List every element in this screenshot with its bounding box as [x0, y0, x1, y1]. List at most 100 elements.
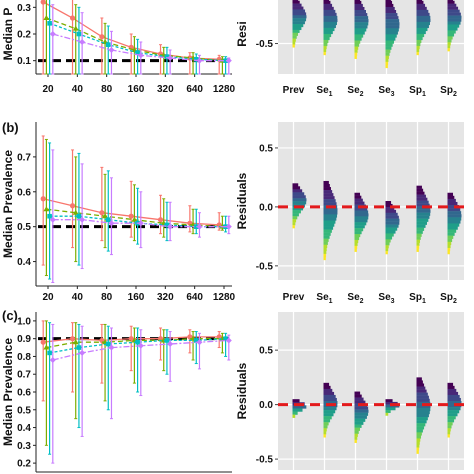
y-tick-label: 0.5: [259, 346, 273, 357]
violin-slice: [447, 15, 462, 19]
y-tick-label: 0.0: [259, 202, 273, 213]
data-point: [40, 0, 46, 5]
y-tick-label: 0.3: [17, 441, 31, 452]
violin-slice: [354, 245, 358, 249]
violin-slice: [354, 46, 359, 50]
data-point: [76, 345, 82, 350]
x-tick-label: Sp2: [440, 292, 457, 305]
violin-slice: [292, 32, 298, 36]
violin-slice: [323, 39, 329, 44]
violin-slice: [323, 422, 329, 426]
violin-slice: [323, 241, 328, 245]
panel-c-right-plot: -0.5 0.0 0.5 Residuals: [235, 312, 464, 470]
violin-slice: [292, 207, 304, 211]
data-point: [225, 223, 232, 230]
violin-slice: [447, 36, 453, 40]
violin-slice: [416, 24, 429, 29]
violin-slice: [385, 31, 398, 35]
violin-slice: [292, 29, 300, 33]
y-tick-label: 0.3: [17, 3, 31, 14]
violin-slice: [385, 0, 393, 5]
data-point: [43, 206, 50, 212]
violin-slice: [385, 209, 397, 213]
data-point: [69, 336, 76, 342]
x-tick-label: 640: [186, 292, 203, 303]
y-axis-title: Resi: [235, 21, 249, 46]
violin-slice: [354, 409, 369, 413]
violin-slice: [385, 410, 391, 413]
x-tick-label: 640: [186, 84, 203, 95]
violin-slice: [385, 34, 397, 38]
violin-slice: [416, 444, 420, 448]
data-point: [164, 54, 170, 59]
violin-slice: [416, 429, 423, 433]
violin-slice: [416, 383, 425, 387]
violin-slice: [385, 25, 400, 29]
data-point: [72, 25, 79, 31]
violin-slice: [323, 18, 338, 23]
violin-slice: [416, 9, 429, 14]
violin-slice: [292, 414, 296, 418]
violin-slice: [354, 391, 361, 395]
violin-slice: [447, 247, 451, 252]
violin-slice: [416, 15, 431, 20]
violin-slice: [416, 27, 428, 32]
violin-slice: [323, 394, 336, 399]
violin-slice: [323, 21, 337, 26]
violin-slice: [416, 392, 428, 396]
y-tick-label: -0.5: [256, 261, 274, 272]
violin-slice: [447, 208, 461, 212]
violin-slice: [447, 425, 452, 429]
violin-slice: [354, 198, 363, 202]
violin-slice: [292, 0, 300, 4]
violin-slice: [416, 212, 431, 216]
data-point: [47, 350, 52, 356]
violin-slice: [323, 223, 335, 227]
violin-slice: [385, 227, 398, 231]
violin-slice: [416, 426, 425, 430]
violin-slice: [354, 228, 364, 232]
violin-slice: [323, 9, 336, 14]
violin-slice: [354, 412, 369, 416]
violin-slice: [354, 49, 358, 53]
violin-slice: [323, 51, 326, 56]
violin-slice: [323, 416, 332, 420]
violin-slice: [354, 207, 368, 211]
violin-slice: [447, 410, 460, 414]
violin-slice: [416, 48, 420, 53]
data-point: [135, 339, 140, 345]
violin-slice: [447, 0, 454, 1]
violin-slice: [354, 25, 368, 29]
data-point: [76, 31, 82, 37]
data-point: [49, 357, 56, 363]
x-tick-label: 80: [101, 84, 113, 95]
violin-slice: [323, 12, 337, 17]
violin-slice: [416, 188, 424, 192]
panel-a-left-plot: 0.1 0.2 0.3 20 40 80 160 320 640 1280 Median P: [1, 0, 236, 95]
violin-slice: [354, 400, 366, 404]
data-point: [108, 344, 115, 351]
violin-slice: [447, 21, 461, 25]
violin-slice: [416, 21, 430, 26]
violin-slice: [292, 12, 307, 16]
violin-slice: [447, 39, 452, 43]
violin-slice: [354, 34, 364, 38]
violin-slice: [323, 235, 330, 239]
violin-slice: [323, 388, 333, 393]
violin-slice: [416, 45, 420, 50]
violin-slice: [447, 235, 454, 239]
violin-slice: [447, 238, 453, 242]
y-tick-label: 0.2: [17, 30, 31, 41]
data-point: [193, 338, 199, 343]
violin-slice: [354, 234, 361, 238]
violin-slice: [416, 395, 429, 399]
violin-slice: [292, 189, 303, 193]
violin-slice: [292, 6, 304, 10]
violin-slice: [447, 400, 462, 405]
violin-slice: [416, 386, 426, 390]
data-point: [79, 349, 86, 356]
violin-slice: [354, 213, 369, 217]
violin-slice: [447, 397, 461, 402]
